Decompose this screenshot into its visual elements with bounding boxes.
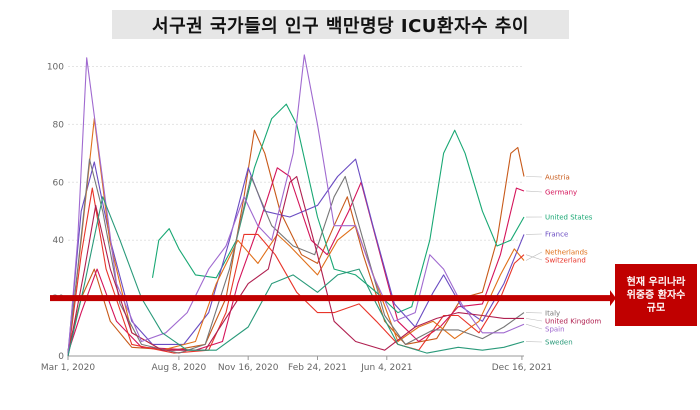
series-line-switzerland [67,187,525,357]
legend: Austria Germany United States France Netherl… [525,174,601,347]
x-tick-label: Feb 24, 2021 [288,363,347,373]
legend-leader [525,251,543,261]
gridlines [68,65,524,357]
legend-label-italy: Italy [545,310,560,318]
chart-title-box: 서구권 국가들의 인구 백만명당 ICU환자수 추이 [112,10,569,39]
legend-label-sweden: Sweden [545,339,573,347]
legend-label-united-states: United States [545,214,593,222]
series-line-germany [67,167,525,354]
series-line-italy [67,158,525,354]
x-tick-label: Mar 1, 2020 [41,363,95,373]
legend-label-netherlands: Netherlands [545,249,588,257]
x-tick-label: Dec 16, 2021 [492,363,552,373]
legend-label-switzerland: Switzerland [545,257,586,265]
legend-label-spain: Spain [545,326,565,334]
y-tick-label: 100 [47,62,64,72]
x-tick-label: Jun 4, 2021 [360,363,412,373]
x-tick-label: Aug 8, 2020 [151,363,206,373]
legend-leader [525,323,543,330]
series-lines [67,54,525,357]
series-line-netherlands [67,118,525,357]
callout-line-1: 현재 우리나라 [626,276,686,288]
legend-label-germany: Germany [545,189,577,197]
x-tick-label: Nov 16, 2020 [218,363,279,373]
series-line-austria [67,129,525,351]
x-tick-labels: Mar 1, 2020 Aug 8, 2020 Nov 16, 2020 Feb 24… [41,356,552,373]
series-line-france [67,158,525,354]
callout-line-3: 규모 [646,302,666,314]
chart-title: 서구권 국가들의 인구 백만명당 ICU환자수 추이 [152,15,529,37]
y-tick-label: 80 [53,120,65,130]
callout-line-2: 위중증 환자수 [626,289,686,301]
legend-leader [525,190,543,193]
legend-label-austria: Austria [545,174,570,182]
series-line-sweden [67,196,525,357]
y-tick-label: 0 [58,352,64,362]
legend-leader [525,176,543,178]
legend-leader [525,254,543,261]
series-line-spain [67,54,525,357]
y-tick-label: 60 [53,178,65,188]
y-tick-label: 40 [53,236,65,246]
legend-leader [525,318,543,322]
reference-callout: 현재 우리나라 위중증 환자수 규모 [615,264,697,326]
series-line-united-states [151,103,525,314]
reference-line-bar [50,295,610,302]
legend-label-united-kingdom: United Kingdom [545,318,601,326]
reference-line-arrow [610,290,616,307]
reference-line [50,290,616,307]
y-tick-labels: 020406080100 [47,62,64,362]
legend-label-france: France [545,231,568,239]
